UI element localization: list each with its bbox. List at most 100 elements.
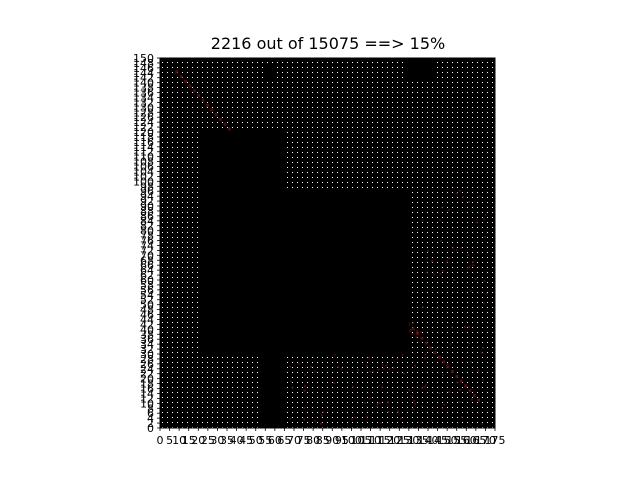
heatmap-highlight-cell: [471, 261, 474, 264]
heatmap-highlight-cell: [462, 196, 465, 199]
x-tick-label: 50: [249, 434, 263, 447]
heatmap-highlight-cell: [459, 379, 463, 383]
y-tick-label: 76: [140, 235, 154, 248]
heatmap-highlight-cell: [366, 415, 369, 418]
x-tick-label: 135: [408, 434, 429, 447]
heatmap-highlight-cell: [450, 370, 454, 374]
y-tick-label: 94: [140, 190, 154, 203]
heatmap-highlight-cell: [214, 113, 218, 117]
y-tick-label: 66: [140, 259, 154, 272]
y-tick-label: 122: [133, 121, 154, 134]
y-tick-label: 4: [147, 412, 154, 425]
y-tick-label: 64: [140, 264, 154, 277]
y-tick-label: 124: [133, 116, 154, 129]
x-tick-label: 5: [166, 434, 173, 447]
heatmap-highlight-cell: [409, 330, 412, 333]
heatmap-highlight-cell: [412, 321, 415, 324]
heatmap-highlight-cell: [175, 70, 179, 74]
heatmap-highlight-cell: [201, 98, 205, 102]
heatmap-highlight-cell: [420, 421, 423, 424]
heatmap-highlight-cell: [446, 260, 449, 263]
heatmap-highlight-cell: [440, 239, 443, 242]
y-tick-label: 38: [140, 328, 154, 341]
y-tick-label: 74: [140, 239, 154, 252]
heatmap-solid-block: [259, 354, 287, 428]
y-tick-label: 90: [140, 200, 154, 213]
heatmap-highlight-cell: [397, 410, 400, 413]
heatmap-highlight-cell: [430, 419, 433, 422]
y-tick-label: 48: [140, 304, 154, 317]
heatmap-highlight-cell: [440, 206, 443, 209]
x-tick-label: 35: [220, 434, 234, 447]
heatmap-highlight-cell: [322, 411, 325, 414]
y-tick-label: 42: [140, 318, 154, 331]
y-tick-label: 134: [133, 91, 154, 104]
heatmap-highlight-cell: [411, 395, 414, 398]
x-tick-label: 120: [379, 434, 400, 447]
heatmap-highlight-cell: [468, 342, 471, 345]
y-tick-label: 46: [140, 309, 154, 322]
heatmap-highlight-cell: [205, 103, 209, 107]
heatmap-highlight-cell: [441, 270, 444, 273]
heatmap-highlight-cell: [192, 89, 196, 93]
y-tick-label: 106: [133, 161, 154, 174]
heatmap-highlight-cell: [368, 397, 371, 400]
heatmap-highlight-cell: [333, 353, 336, 356]
heatmap-highlight-cell: [411, 327, 415, 331]
y-tick-label: 150: [133, 52, 154, 65]
y-tick-label: 114: [133, 141, 154, 154]
heatmap-highlight-cell: [415, 336, 418, 339]
heatmap-highlight-cell: [434, 348, 437, 351]
y-tick-label: 144: [133, 67, 154, 80]
heatmap-highlight-cell: [472, 264, 475, 267]
heatmap-highlight-cell: [303, 407, 306, 410]
heatmap-highlight-cell: [354, 416, 357, 419]
heatmap-highlight-cell: [469, 361, 472, 364]
y-tick-label: 26: [140, 358, 154, 371]
x-tick-label: 115: [370, 434, 391, 447]
y-tick-label: 100: [133, 175, 154, 188]
heatmap-highlight-cell: [480, 422, 483, 425]
y-tick-label: 104: [133, 165, 154, 178]
heatmap-highlight-cell: [303, 384, 306, 387]
y-tick-label: 128: [133, 106, 154, 119]
heatmap-highlight-cell: [289, 417, 292, 420]
y-tick-label: 8: [147, 402, 154, 415]
x-tick-label: 165: [465, 434, 486, 447]
y-tick-label: 108: [133, 156, 154, 169]
heatmap-highlight-cell: [376, 405, 379, 408]
heatmap-highlight-cell: [423, 386, 426, 389]
y-tick-label: 142: [133, 72, 154, 85]
y-tick-label: 2: [147, 417, 154, 430]
heatmap-highlight-cell: [365, 364, 368, 367]
heatmap-highlight-cell: [303, 373, 306, 376]
heatmap-highlight-cell: [460, 416, 463, 419]
plot-frame: [159, 57, 496, 429]
heatmap-highlight-cell: [480, 351, 483, 354]
y-tick-label: 140: [133, 77, 154, 90]
x-tick-label: 140: [418, 434, 439, 447]
y-tick-label: 118: [133, 131, 154, 144]
x-tick-label: 60: [268, 434, 282, 447]
heatmap-highlight-cell: [425, 271, 428, 274]
heatmap-highlight-cell: [297, 362, 300, 365]
heatmap-highlight-cell: [413, 364, 416, 367]
heatmap-highlight-cell: [436, 307, 439, 310]
heatmap-highlight-cell: [402, 372, 405, 375]
y-tick-label: 22: [140, 368, 154, 381]
heatmap-highlight-cell: [179, 75, 183, 79]
x-tick-label: 65: [277, 434, 291, 447]
x-tick-label: 130: [398, 434, 419, 447]
x-tick-label: 85: [316, 434, 330, 447]
y-tick-label: 78: [140, 230, 154, 243]
heatmap-highlight-cell: [441, 407, 444, 410]
heatmap-highlight-cell: [458, 189, 461, 192]
y-tick-label: 50: [140, 299, 154, 312]
heatmap-highlight-cell: [314, 370, 317, 373]
y-tick-label: 60: [140, 274, 154, 287]
heatmap-highlight-cell: [468, 265, 471, 268]
heatmap-highlight-cell: [419, 331, 422, 334]
y-tick-label: 132: [133, 96, 154, 109]
heatmap-highlight-cell: [456, 381, 459, 384]
